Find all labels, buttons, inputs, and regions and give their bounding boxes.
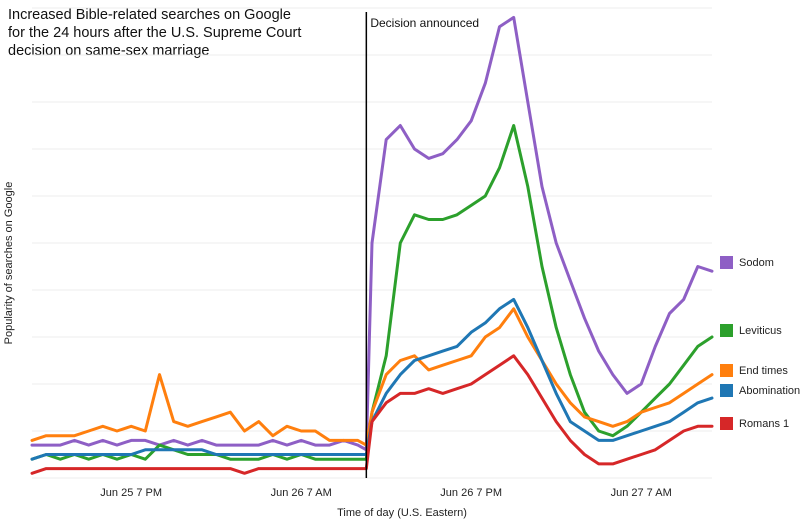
legend-swatch bbox=[720, 417, 733, 430]
decision-annotation: Decision announced bbox=[370, 16, 479, 30]
legend-swatch bbox=[720, 324, 733, 337]
title-line-2: for the 24 hours after the U.S. Supreme … bbox=[8, 25, 302, 41]
x-tick-label: Jun 25 7 PM bbox=[100, 487, 162, 499]
legend-item: Leviticus bbox=[720, 324, 782, 337]
legend-swatch bbox=[720, 256, 733, 269]
x-tick-label: Jun 27 7 AM bbox=[611, 487, 672, 499]
x-tick-label: Jun 26 7 AM bbox=[271, 487, 332, 499]
x-axis-label: Time of day (U.S. Eastern) bbox=[337, 507, 467, 519]
legend-item: End times bbox=[720, 364, 788, 377]
series-line-end-times bbox=[30, 307, 714, 447]
series-line-sodom bbox=[30, 15, 714, 452]
legend-label: Leviticus bbox=[739, 324, 782, 337]
legend-label: End times bbox=[739, 364, 788, 377]
legend-swatch bbox=[720, 364, 733, 377]
legend-label: Romans 1 bbox=[739, 417, 790, 430]
legend-item: Sodom bbox=[720, 256, 774, 269]
legend-swatch bbox=[720, 384, 733, 397]
legend-label: Abomination bbox=[739, 384, 800, 397]
x-tick-label: Jun 26 7 PM bbox=[440, 487, 502, 499]
legend-item: Romans 1 bbox=[720, 417, 789, 430]
legend-item: Abomination bbox=[720, 384, 800, 397]
series-line-romans-1 bbox=[30, 354, 714, 475]
title-line-1: Increased Bible-related searches on Goog… bbox=[8, 7, 291, 23]
y-axis-label: Popularity of searches on Google bbox=[3, 182, 15, 345]
legend-label: Sodom bbox=[739, 256, 774, 269]
